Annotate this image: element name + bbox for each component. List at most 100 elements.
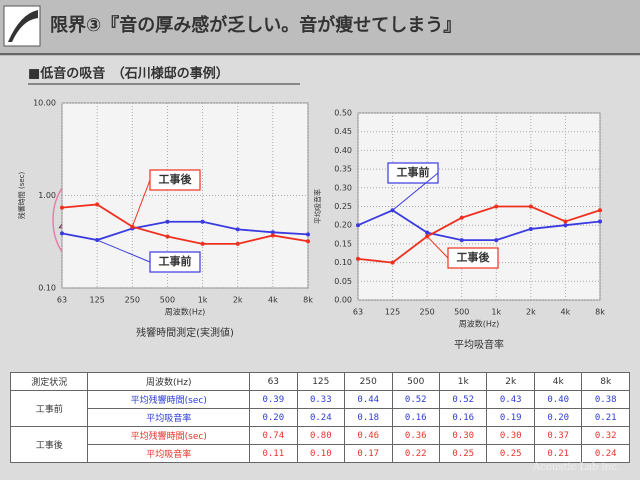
table-cell: 250: [344, 372, 393, 391]
y-axis-label: 平均吸音率: [313, 189, 322, 224]
data-point: [270, 233, 275, 238]
x-tick-label: 2k: [526, 308, 536, 317]
table-cell: 125: [296, 372, 346, 391]
table-cell: 1k: [438, 372, 488, 391]
table-cell: 0.22: [391, 444, 441, 463]
y-tick-label: 0.00: [334, 296, 352, 305]
x-tick-label: 1k: [198, 296, 208, 305]
x-tick-label: 4k: [268, 296, 278, 305]
data-point: [165, 234, 170, 239]
y-tick-label: 0.25: [334, 202, 352, 211]
title-bar: [0, 0, 640, 56]
x-tick-label: 63: [57, 296, 67, 305]
table-cell: 0.11: [249, 444, 298, 463]
table-cell: 工事前: [9, 390, 89, 427]
x-tick-label: 250: [125, 296, 140, 305]
logo-mark: [8, 10, 38, 42]
table-cell: 0.20: [533, 408, 583, 427]
table-cell: 0.18: [344, 408, 393, 427]
table-cell: 0.74: [249, 426, 298, 445]
x-tick-label: 500: [454, 308, 469, 317]
table-cell: 0.36: [391, 426, 441, 445]
table-cell: 0.52: [438, 390, 488, 409]
x-tick-label: 8k: [303, 296, 313, 305]
table-cell: 500: [391, 372, 441, 391]
table-cell: 0.16: [391, 408, 441, 427]
table-cell: 0.25: [486, 444, 535, 463]
table-cell: 4k: [533, 372, 583, 391]
table-cell: 0.24: [296, 408, 346, 427]
chart-caption: 平均吸音率: [454, 338, 504, 351]
data-point: [494, 204, 499, 209]
data-point: [563, 223, 568, 228]
table-cell: 0.39: [249, 390, 298, 409]
series-callout: 工事前: [159, 254, 192, 268]
table-cell: 0.46: [344, 426, 393, 445]
callout-leader: [426, 236, 449, 259]
data-point: [390, 260, 395, 265]
y-tick-label: 0.10: [38, 284, 56, 293]
x-axis-label: 周波数(Hz): [459, 319, 499, 329]
callout-leader: [392, 172, 439, 211]
table-cell: 測定状況: [9, 372, 89, 391]
data-point: [60, 205, 64, 210]
table-cell: 平均残響時間(sec): [87, 426, 251, 445]
table-cell: 0.17: [344, 444, 393, 463]
data-point: [306, 232, 310, 237]
data-table: 測定状況 周波数(Hz) 63 125 250 500 1k 2k 4k 8k 工事前 平均残響時間(…: [9, 372, 630, 463]
data-point: [563, 219, 568, 224]
table-row: 平均吸音率 0.11 0.10 0.17 0.22 0.25 0.25 0.21 0.24: [11, 444, 630, 463]
x-tick-label: 8k: [595, 308, 605, 317]
x-tick-label: 2k: [233, 296, 243, 305]
table-cell: 0.30: [438, 426, 488, 445]
x-tick-label: 500: [160, 296, 175, 305]
data-point: [306, 239, 310, 244]
table-header: 測定状況 周波数(Hz) 63 125 250 500 1k 2k 4k 8k: [9, 372, 630, 391]
y-tick-label: 0.50: [334, 109, 352, 118]
subtitle: ■低音の吸音 （石川様邸の事例）: [28, 66, 229, 82]
y-tick-label: 0.35: [334, 165, 352, 174]
table-row: 平均吸音率 0.20 0.24 0.18 0.16 0.16 0.19 0.20 0.21: [11, 408, 630, 427]
table-cell: 0.25: [438, 444, 488, 463]
data-point: [598, 208, 602, 213]
data-point: [356, 223, 360, 228]
series-line: [61, 203, 309, 245]
series-line: [61, 220, 309, 241]
data-point: [235, 227, 240, 232]
table-cell: 平均残響時間(sec): [87, 390, 251, 409]
y-axis-label: 残響時間 (sec): [17, 171, 26, 219]
table-cell: 0.24: [581, 444, 630, 463]
y-tick-label: 0.45: [334, 127, 352, 136]
table-cell: 0.16: [438, 408, 488, 427]
data-point: [528, 204, 533, 209]
table-cell: 0.33: [296, 390, 346, 409]
x-tick-label: 4k: [561, 308, 571, 317]
callout-leader: [96, 239, 151, 263]
table-cell: 0.21: [533, 444, 583, 463]
data-point: [459, 215, 464, 220]
data-point: [200, 219, 205, 224]
series-callout: 工事後: [159, 172, 193, 186]
table-cell: 0.43: [486, 390, 535, 409]
series-line: [357, 209, 601, 242]
footer: Acoustic Lab inc.: [532, 462, 620, 473]
x-axis-label: 周波数(Hz): [165, 307, 205, 317]
y-tick-label: 0.10: [334, 258, 352, 267]
x-tick-label: 63: [353, 308, 363, 317]
x-tick-label: 125: [90, 296, 105, 305]
data-point: [459, 238, 464, 243]
table-cell: 0.80: [296, 426, 346, 445]
callout-leader: [131, 179, 151, 227]
data-point: [356, 256, 360, 261]
data-point: [165, 219, 170, 224]
table-cell: 0.44: [344, 390, 393, 409]
table-cell: 平均吸音率: [87, 408, 251, 427]
y-tick-label: 0.20: [334, 221, 352, 230]
table-cell: 0.52: [391, 390, 441, 409]
table-cell: 0.21: [581, 408, 630, 427]
y-tick-label: 0.05: [334, 277, 352, 286]
data-point: [235, 241, 240, 246]
table-cell: 0.10: [296, 444, 346, 463]
data-point: [270, 230, 275, 235]
data-point: [95, 202, 100, 207]
